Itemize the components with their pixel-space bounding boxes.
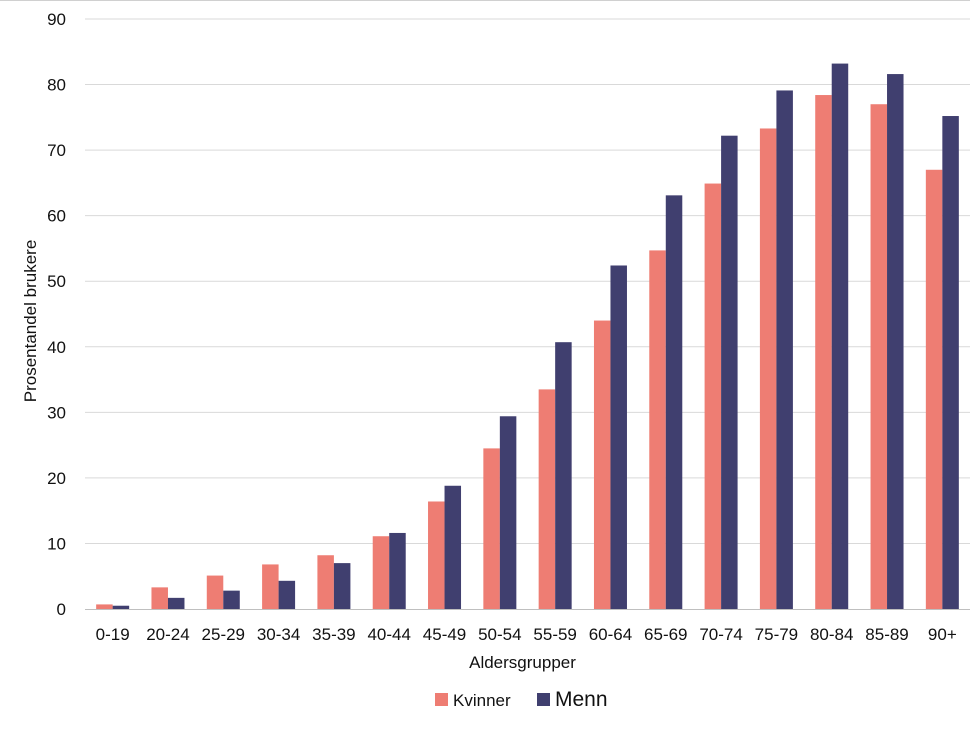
y-tick-label: 80 — [47, 76, 66, 95]
bar-menn-40-44 — [389, 532, 406, 609]
bar-kvinner-50-54 — [483, 448, 500, 609]
bar-kvinner-85-89 — [870, 104, 888, 609]
bar-kvinner-65-69 — [649, 250, 666, 609]
y-tick-label: 20 — [47, 469, 66, 488]
gridlines — [85, 18, 970, 544]
bar-menn-20-24 — [167, 597, 185, 609]
x-tick-label: 85-89 — [865, 625, 908, 644]
bar-kvinner-0-19 — [96, 604, 113, 609]
bar-kvinner-35-39 — [317, 555, 334, 609]
legend-item-kvinner: Kvinner — [435, 691, 511, 710]
bar-menn-85-89 — [887, 74, 904, 610]
bar-kvinner-70-74 — [704, 183, 722, 610]
y-tick-label: 30 — [47, 403, 66, 422]
legend-label: Menn — [555, 688, 608, 711]
bar-kvinner-80-84 — [815, 95, 832, 610]
bar-menn-90+ — [942, 116, 959, 610]
bar-menn-55-59 — [555, 342, 572, 609]
x-tick-label: 80-84 — [810, 625, 853, 644]
x-tick-label: 30-34 — [257, 625, 300, 644]
x-axis-title: Aldersgrupper — [469, 653, 576, 672]
bar-menn-50-54 — [499, 416, 517, 609]
legend-swatch — [435, 693, 448, 706]
legend: Kvinner Menn — [435, 688, 608, 711]
bar-kvinner-90+ — [925, 169, 943, 609]
x-tick-label: 20-24 — [146, 625, 189, 644]
bar-kvinner-55-59 — [538, 389, 556, 609]
y-tick-label: 10 — [47, 534, 66, 553]
x-tick-label: 75-79 — [755, 625, 798, 644]
bar-kvinner-75-79 — [759, 128, 777, 609]
bar-menn-75-79 — [776, 90, 793, 609]
bar-kvinner-60-64 — [593, 320, 611, 609]
x-tick-label: 0-19 — [96, 625, 130, 644]
y-tick-label: 70 — [47, 141, 66, 160]
x-tick-label: 40-44 — [367, 625, 410, 644]
x-tick-label: 65-69 — [644, 625, 687, 644]
x-tick-label: 90+ — [928, 625, 957, 644]
bar-menn-45-49 — [444, 485, 462, 609]
bar-menn-80-84 — [831, 63, 849, 610]
y-tick-label: 60 — [47, 207, 66, 226]
bar-menn-25-29 — [223, 590, 240, 609]
x-tick-label: 60-64 — [589, 625, 632, 644]
bar-menn-35-39 — [333, 563, 351, 609]
y-tick-label: 90 — [47, 10, 66, 29]
bar-menn-65-69 — [665, 195, 683, 609]
x-tick-label: 45-49 — [423, 625, 466, 644]
bar-menn-60-64 — [610, 265, 627, 609]
bar-kvinner-30-34 — [262, 564, 279, 609]
bar-menn-30-34 — [278, 580, 296, 609]
bar-kvinner-40-44 — [372, 536, 390, 609]
legend-label: Kvinner — [453, 691, 511, 710]
x-tick-label: 50-54 — [478, 625, 521, 644]
legend-swatch — [537, 693, 550, 706]
y-tick-label: 40 — [47, 338, 66, 357]
y-axis-title: Prosentandel brukere — [21, 240, 40, 403]
bar-kvinner-45-49 — [428, 501, 445, 609]
bar-menn-70-74 — [721, 135, 738, 609]
x-axis-tick-labels: 0-19 20-24 25-29 30-34 35-39 40-44 45-49 50-54 5… — [96, 625, 957, 644]
legend-item-menn: Menn — [537, 688, 608, 711]
x-tick-label: 25-29 — [202, 625, 245, 644]
x-tick-label: 55-59 — [533, 625, 576, 644]
x-tick-label: 35-39 — [312, 625, 355, 644]
y-tick-label: 50 — [47, 272, 66, 291]
y-axis-tick-labels: 0 10 20 30 40 50 60 70 80 90 — [47, 10, 66, 619]
x-tick-label: 70-74 — [699, 625, 742, 644]
y-tick-label: 0 — [57, 600, 66, 619]
bar-kvinner-25-29 — [206, 575, 224, 609]
bars — [96, 63, 959, 610]
bar-menn-0-19 — [112, 605, 130, 609]
bar-kvinner-20-24 — [151, 587, 168, 609]
